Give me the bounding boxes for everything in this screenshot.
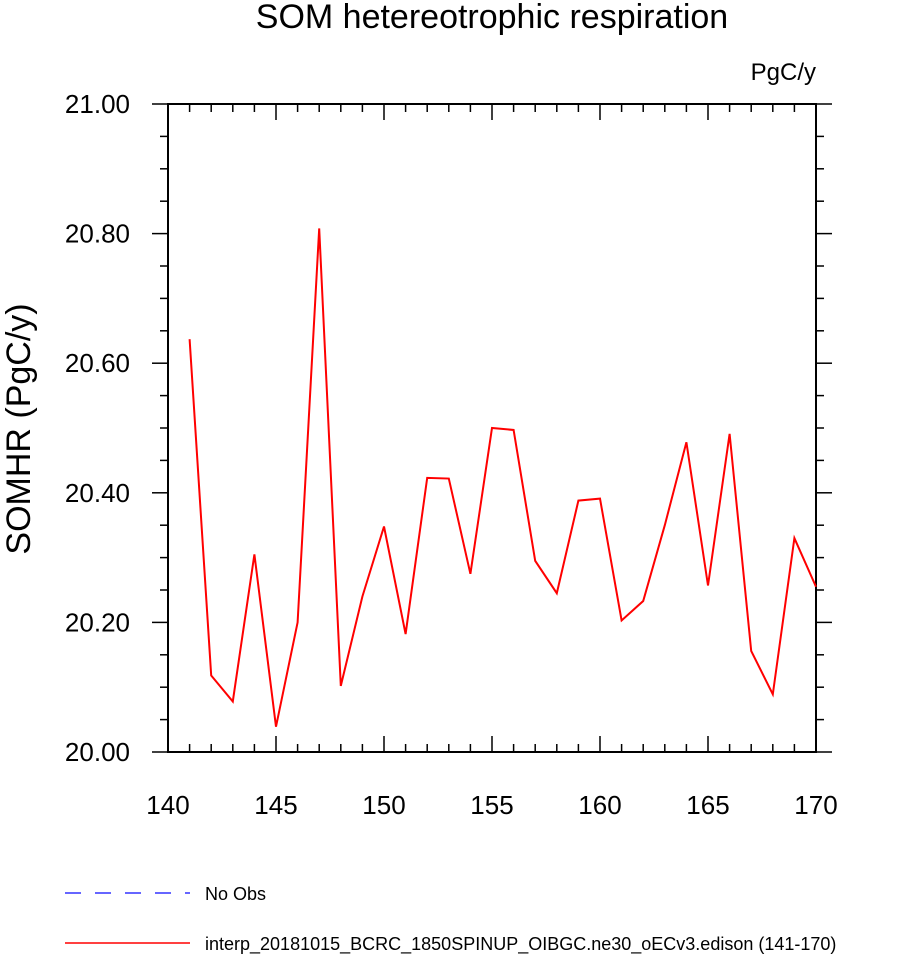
x-tick-label: 140 [146,790,189,820]
x-tick-label: 165 [686,790,729,820]
y-tick-label: 20.80 [65,219,130,249]
y-tick-label: 20.40 [65,478,130,508]
y-tick-label: 20.60 [65,348,130,378]
axis-ticks: 140 145 150 155 160 165 170 20.00 20.20 20.40 20.6… [65,89,838,820]
series-group [188,228,817,727]
y-tick-label: 20.00 [65,737,130,767]
x-tick-label: 160 [578,790,621,820]
y-tick-label: 21.00 [65,89,130,119]
legend-label: interp_20181015_BCRC_1850SPINUP_OIBGC.ne… [205,934,836,955]
series-line-1 [188,228,817,727]
y-tick-label: 20.20 [65,607,130,637]
x-tick-label: 170 [794,790,837,820]
legend: No Obs interp_20181015_BCRC_1850SPINUP_OI… [65,884,836,955]
x-tick-label: 145 [254,790,297,820]
chart-title: SOM hetereotrophic respiration [256,0,728,36]
units-label: PgC/y [751,59,816,86]
x-tick-label: 150 [362,790,405,820]
y-axis-label: SOMHR (PgC/y) [0,303,38,554]
x-tick-label: 155 [470,790,513,820]
legend-label: No Obs [205,884,266,904]
